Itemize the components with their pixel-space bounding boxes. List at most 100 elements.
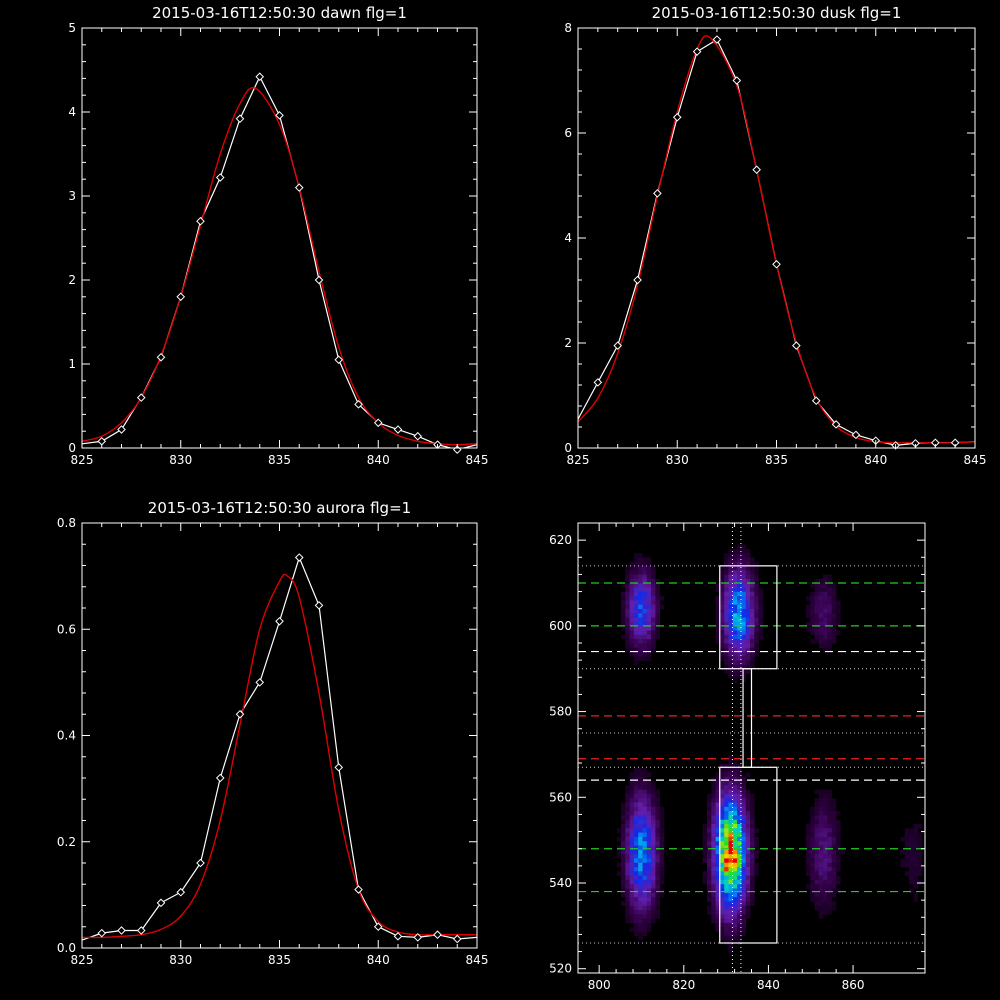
data-point: [752, 165, 761, 175]
chart-title: 2015-03-16T12:50:30 dawn flg=1: [152, 4, 407, 22]
x-tick-label: 840: [864, 453, 887, 467]
data-point: [354, 885, 363, 894]
x-tick-label: 860: [842, 978, 865, 992]
x-tick-label: 840: [757, 978, 780, 992]
y-tick-label: 540: [549, 876, 572, 890]
y-tick-label: 6: [564, 126, 572, 140]
y-tick-label: 0.0: [57, 941, 76, 955]
data-point: [176, 887, 186, 897]
data-point: [452, 934, 462, 944]
x-tick-label: 845: [964, 453, 987, 467]
x-tick-label: 845: [466, 953, 489, 967]
x-tick-label: 830: [169, 453, 192, 467]
data-point: [393, 932, 403, 941]
region-box: [719, 766, 778, 944]
data-point: [136, 393, 146, 402]
y-tick-label: 5: [68, 21, 76, 35]
fit-series-line: [82, 573, 477, 939]
data-point: [156, 898, 166, 908]
data-point: [196, 216, 205, 226]
y-tick-label: 520: [549, 962, 572, 976]
y-tick-label: 600: [549, 619, 572, 633]
y-tick-label: 1: [68, 357, 76, 371]
y-tick-label: 0: [564, 441, 572, 455]
x-tick-label: 845: [466, 453, 489, 467]
y-tick-label: 8: [564, 21, 572, 35]
data-point: [314, 275, 324, 285]
data-point: [373, 922, 383, 932]
data-point: [334, 355, 344, 365]
data-point: [235, 709, 245, 719]
data-point: [156, 352, 166, 362]
y-tick-label: 620: [549, 533, 572, 547]
fit-series-line: [82, 86, 477, 446]
data-point: [732, 76, 742, 85]
heatmap-panel: 800 820 840 860 520 540 560 580 600 620: [549, 522, 926, 992]
data-point: [314, 601, 324, 610]
x-tick-label: 820: [672, 978, 695, 992]
plot-frame: [81, 27, 478, 449]
chart-title: 2015-03-16T12:50:30 dusk flg=1: [652, 4, 902, 22]
x-tick-label: 825: [71, 453, 94, 467]
data-point: [97, 928, 107, 938]
line-panel-3: 825 830 835 840 845 0.0 0.2 0.4 0.6 0.8 2015-03-16…: [57, 499, 489, 967]
x-tick-label: 840: [367, 453, 390, 467]
data-point: [413, 431, 423, 441]
y-tick-label: 0: [68, 441, 76, 455]
data-point: [851, 430, 861, 440]
chart-title: 2015-03-16T12:50:30 aurora flg=1: [148, 499, 411, 517]
y-tick-label: 2: [68, 273, 76, 287]
y-tick-label: 4: [564, 231, 572, 245]
data-point: [117, 926, 126, 935]
heatmap-cells: [616, 544, 923, 954]
data-point: [176, 292, 186, 302]
data-point: [433, 930, 442, 940]
x-tick-label: 825: [567, 453, 590, 467]
data-point: [831, 420, 841, 429]
data-point: [294, 553, 304, 562]
plot-frame: [81, 522, 478, 949]
data-point: [255, 72, 265, 82]
data-point: [275, 616, 284, 626]
y-tick-label: 3: [68, 189, 76, 203]
data-point: [613, 341, 623, 350]
y-tick-label: 0.8: [57, 516, 76, 530]
x-tick-label: 825: [71, 953, 94, 967]
plot-frame: [577, 27, 976, 449]
data-point: [413, 933, 423, 942]
observed-series-line: [578, 38, 975, 446]
data-point: [692, 47, 702, 56]
data-point: [354, 400, 363, 409]
x-tick-label: 835: [765, 453, 788, 467]
data-point: [811, 396, 821, 406]
y-tick-label: 0.4: [57, 729, 76, 743]
data-point: [373, 418, 383, 428]
x-tick-label: 830: [666, 453, 689, 467]
y-tick-label: 2: [564, 336, 572, 350]
data-point: [593, 378, 603, 387]
region-box: [742, 668, 753, 768]
data-point: [772, 259, 781, 269]
x-tick-label: 800: [588, 978, 611, 992]
x-tick-label: 835: [268, 453, 291, 467]
x-tick-label: 835: [268, 953, 291, 967]
data-point: [215, 173, 225, 182]
data-point: [255, 678, 265, 687]
fit-series-line: [578, 35, 975, 444]
y-tick-label: 560: [549, 790, 572, 804]
plot-frame: [577, 522, 926, 974]
data-point: [393, 425, 403, 434]
data-point: [235, 114, 245, 124]
data-point: [294, 183, 304, 192]
x-tick-label: 830: [169, 953, 192, 967]
y-tick-label: 0.6: [57, 622, 76, 636]
data-point: [196, 858, 205, 868]
line-panel-1: 825 830 835 840 845 0 1 2 3 4 5 2015-03-16T12:50:30…: [68, 4, 488, 467]
data-point: [672, 112, 682, 122]
data-point: [215, 773, 225, 783]
y-tick-label: 4: [68, 105, 76, 119]
data-point: [117, 425, 126, 434]
x-tick-label: 840: [367, 953, 390, 967]
